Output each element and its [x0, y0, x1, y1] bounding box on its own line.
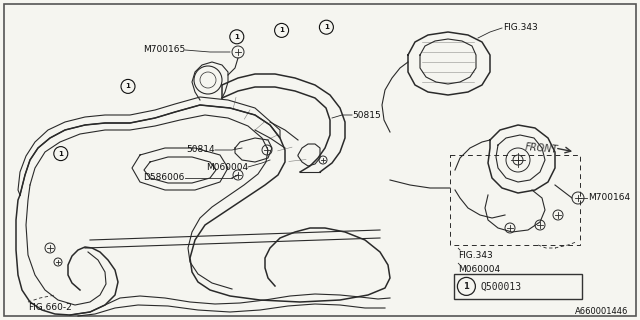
Text: FIG.343: FIG.343: [503, 23, 538, 33]
Text: M700164: M700164: [588, 194, 630, 203]
Text: D586006: D586006: [143, 173, 185, 182]
Text: FIG.343: FIG.343: [458, 251, 493, 260]
Text: M060004: M060004: [458, 266, 500, 275]
Text: 1: 1: [125, 84, 131, 89]
Text: 50815: 50815: [352, 110, 381, 119]
Text: A660001446: A660001446: [575, 308, 628, 316]
Text: 50814: 50814: [186, 146, 215, 155]
Bar: [454, 274, 582, 299]
Text: M700165: M700165: [143, 45, 185, 54]
Text: Q500013: Q500013: [481, 281, 522, 292]
Text: 1: 1: [324, 24, 329, 30]
Text: 1: 1: [58, 151, 63, 156]
Bar: [450, 155, 580, 245]
Text: 1: 1: [279, 28, 284, 33]
Text: 1: 1: [234, 34, 239, 40]
Text: FIG.660-2: FIG.660-2: [28, 303, 72, 313]
Text: FRONT: FRONT: [525, 141, 559, 155]
Text: 1: 1: [463, 282, 469, 291]
Text: M060004: M060004: [206, 163, 248, 172]
